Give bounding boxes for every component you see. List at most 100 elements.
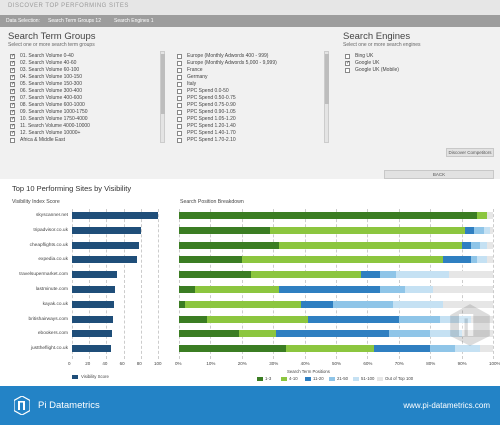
site-label: justtheflight.co.uk: [30, 346, 68, 352]
x-tick-label: 60%: [363, 361, 373, 366]
checkbox[interactable]: [177, 138, 182, 143]
position-segment: [270, 226, 465, 234]
position-segment: [179, 300, 186, 308]
checkbox[interactable]: [177, 54, 182, 59]
checkbox[interactable]: [10, 123, 15, 129]
checkbox[interactable]: [10, 138, 15, 143]
checkbox[interactable]: [10, 102, 15, 108]
search-term-group-item-label: PPC Spend 0.0-50: [187, 88, 229, 94]
search-term-group-item[interactable]: Germany: [177, 74, 322, 82]
search-engine-item[interactable]: Google UK: [345, 60, 485, 68]
search-term-group-item[interactable]: France: [177, 67, 322, 75]
checkbox[interactable]: [345, 54, 350, 59]
position-segment: [430, 330, 462, 338]
search-term-group-item[interactable]: Europe (Monthly Adwords 5,000 - 9,999): [177, 60, 322, 68]
position-segment: [464, 226, 475, 234]
search-term-group-item[interactable]: PPC Spend 0.90-1.05: [177, 109, 322, 117]
checkbox[interactable]: [345, 60, 350, 66]
position-segment: [486, 256, 493, 264]
checkbox[interactable]: [345, 68, 350, 73]
legend-swatch: [353, 377, 359, 381]
checkbox[interactable]: [10, 88, 15, 94]
checkbox[interactable]: [10, 130, 15, 136]
position-segment: [251, 271, 362, 279]
search-term-group-item[interactable]: 04. Search Volume 100-150: [10, 74, 160, 82]
checkbox[interactable]: [177, 117, 182, 122]
checkbox[interactable]: [177, 124, 182, 129]
search-term-group-item[interactable]: 09. Search Volume 1000-1750: [10, 109, 160, 117]
checkbox[interactable]: [10, 74, 15, 80]
checkbox[interactable]: [10, 116, 15, 122]
checkbox[interactable]: [177, 131, 182, 136]
checkbox[interactable]: [177, 96, 182, 101]
footer-url[interactable]: www.pi-datametrics.com: [403, 401, 490, 410]
back-button[interactable]: BACK: [384, 170, 494, 179]
x-tick-label: 50%: [332, 361, 342, 366]
position-segment: [373, 345, 431, 353]
discover-competitors-button[interactable]: Discover Competitors: [446, 148, 494, 157]
search-term-group-item[interactable]: 02. Search Volume 40-60: [10, 60, 160, 68]
checkbox[interactable]: [10, 53, 15, 59]
search-term-group-item[interactable]: Italy: [177, 81, 322, 89]
search-term-groups-scrollbar-right[interactable]: [324, 51, 329, 143]
x-tick-label: 0%: [175, 361, 182, 366]
search-term-group-item-label: PPC Spend 0.50-0.75: [187, 95, 236, 101]
position-segment: [461, 241, 471, 249]
search-term-group-item[interactable]: 10. Search Volume 1750-4000: [10, 116, 160, 124]
checkbox[interactable]: [177, 75, 182, 80]
position-segment: [389, 330, 431, 338]
checkbox[interactable]: [177, 89, 182, 94]
checkbox[interactable]: [10, 109, 15, 115]
gridline: [493, 209, 494, 359]
checkbox[interactable]: [10, 81, 15, 87]
checkbox[interactable]: [10, 67, 15, 73]
search-term-group-item[interactable]: PPC Spend 1.20-1.40: [177, 123, 322, 131]
search-term-group-item-label: 04. Search Volume 100-150: [20, 74, 82, 80]
search-term-group-item[interactable]: PPC Spend 0.75-0.90: [177, 102, 322, 110]
x-tick-label: 100: [154, 361, 162, 366]
position-segment: [439, 315, 471, 323]
gridline: [273, 209, 275, 359]
search-term-group-item[interactable]: 05. Search Volume 150-300: [10, 81, 160, 89]
position-segment: [279, 241, 462, 249]
gridline: [72, 209, 73, 359]
section-title: Top 10 Performing Sites by Visibility: [12, 184, 132, 193]
search-term-group-item[interactable]: PPC Spend 1.70-2.10: [177, 137, 322, 143]
visibility-bar: [72, 330, 112, 338]
search-term-group-item-label: Germany: [187, 74, 208, 80]
search-engine-item-label: Google UK (Mobile): [355, 67, 399, 73]
position-segment: [207, 315, 308, 323]
search-term-group-item[interactable]: PPC Spend 1.40-1.70: [177, 130, 322, 138]
checkbox[interactable]: [177, 68, 182, 73]
checkbox[interactable]: [10, 95, 15, 101]
search-term-group-item[interactable]: Africa & Middle East: [10, 137, 160, 143]
checkbox[interactable]: [177, 110, 182, 115]
search-term-group-item[interactable]: 03. Search Volume 60-100: [10, 67, 160, 75]
position-segment: [430, 345, 456, 353]
gridline: [179, 209, 180, 359]
search-term-group-item-label: PPC Spend 0.90-1.05: [187, 109, 236, 115]
search-term-group-item[interactable]: 08. Search Volume 600-1000: [10, 102, 160, 110]
checkbox[interactable]: [177, 61, 182, 66]
position-segment: [285, 345, 374, 353]
visibility-chart-title: Visibility Index Score: [12, 199, 60, 205]
checkbox[interactable]: [177, 82, 182, 87]
search-term-group-item[interactable]: Europe (Monthly Adwords 400 - 999): [177, 53, 322, 61]
search-term-group-item[interactable]: 07. Search Volume 400-600: [10, 95, 160, 103]
checkbox[interactable]: [10, 60, 15, 66]
search-term-group-item-label: 03. Search Volume 60-100: [20, 67, 80, 73]
search-term-group-item[interactable]: 11. Search Volume 4000-10000: [10, 123, 160, 131]
search-engine-item[interactable]: Bing UK: [345, 53, 485, 61]
checkbox[interactable]: [177, 103, 182, 108]
search-term-group-item[interactable]: PPC Spend 0.50-0.75: [177, 95, 322, 103]
search-term-group-item[interactable]: 12. Search Volume 10000+: [10, 130, 160, 138]
search-term-group-item-label: PPC Spend 1.05-1.20: [187, 116, 236, 122]
search-term-group-item[interactable]: PPC Spend 0.0-50: [177, 88, 322, 96]
search-term-group-item[interactable]: 06. Search Volume 300-400: [10, 88, 160, 96]
site-label: expedia.co.uk: [38, 257, 68, 263]
search-term-groups-scrollbar-left[interactable]: [160, 51, 165, 143]
gridline: [123, 209, 125, 359]
search-term-group-item[interactable]: 01. Search Volume 0-40: [10, 53, 160, 61]
search-term-group-item[interactable]: PPC Spend 1.05-1.20: [177, 116, 322, 124]
search-engine-item[interactable]: Google UK (Mobile): [345, 67, 485, 75]
